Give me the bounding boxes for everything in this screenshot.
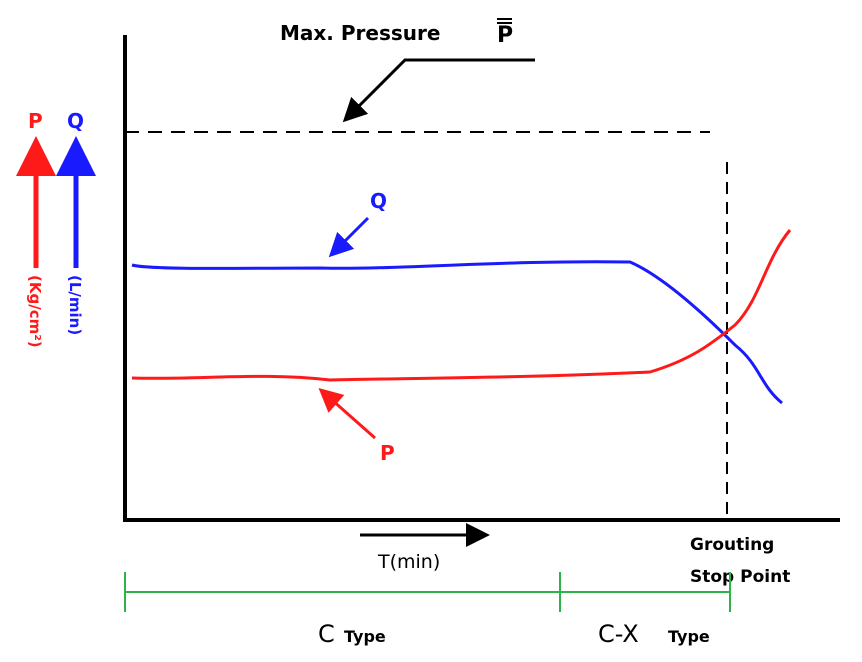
title-symbol: P	[497, 23, 513, 48]
q-pointer	[328, 216, 370, 258]
p-curve	[131, 229, 792, 382]
range-letter: C	[318, 620, 335, 648]
stop-point-label: Stop Point	[690, 567, 790, 587]
q-curve-label: Q	[370, 189, 387, 213]
p-axis-label: P	[28, 109, 43, 133]
title: Max. Pressure	[280, 21, 440, 45]
stop-point-label: Grouting	[690, 535, 774, 555]
p-pointer	[318, 388, 376, 440]
p-curve-label: P	[380, 441, 395, 465]
range-suffix: Type	[668, 627, 710, 646]
range-letter: C-X	[598, 620, 639, 648]
max-pressure-arrow	[342, 58, 535, 123]
p-unit: (Kg/cm²)	[26, 275, 44, 348]
x-axis-label: T(min)	[377, 551, 440, 573]
q-axis-label: Q	[67, 109, 84, 133]
q-unit: (L/min)	[66, 275, 84, 335]
q-curve	[131, 260, 783, 405]
range-suffix: Type	[344, 627, 386, 646]
